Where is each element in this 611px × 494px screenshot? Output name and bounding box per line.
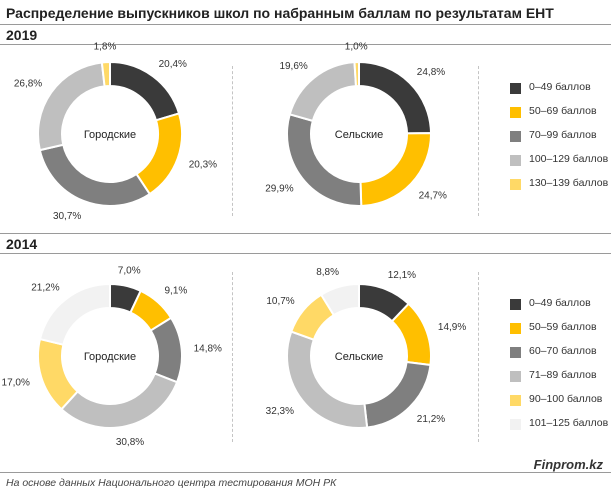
brand-logo-text: Finprom.kz xyxy=(533,457,603,472)
legend-swatch xyxy=(510,107,521,118)
legend-label: 101–125 баллов xyxy=(529,417,609,429)
legend-label: 71–89 баллов xyxy=(529,369,597,381)
legend-label: 100–129 баллов xyxy=(529,153,609,165)
separator-dashed xyxy=(478,272,479,442)
year-label-2014: 2014 xyxy=(6,236,38,252)
slice-label: 14,8% xyxy=(194,343,222,354)
donut-slice xyxy=(286,330,369,429)
separator-dashed xyxy=(478,66,479,216)
legend-swatch xyxy=(510,179,521,190)
source-note: На основе данных Национального центра те… xyxy=(6,477,337,489)
separator-dashed xyxy=(232,66,233,216)
legend-swatch xyxy=(510,347,521,358)
legend-label: 0–49 баллов xyxy=(529,297,591,309)
legend-swatch xyxy=(510,83,521,94)
legend-label: 50–69 баллов xyxy=(529,105,597,117)
slice-label: 21,2% xyxy=(417,414,445,425)
slice-label: 32,3% xyxy=(266,406,294,417)
legend-swatch xyxy=(510,419,521,430)
divider xyxy=(0,233,611,234)
legend-swatch xyxy=(510,323,521,334)
year-label-2019: 2019 xyxy=(6,27,38,43)
slice-label: 19,6% xyxy=(279,61,307,72)
donut-slice xyxy=(38,282,111,346)
slice-label: 20,4% xyxy=(159,59,187,70)
donut-slice xyxy=(319,282,360,317)
slice-label: 30,7% xyxy=(53,211,81,222)
slice-label: 14,9% xyxy=(438,322,466,333)
page-title: Распределение выпускников школ по набран… xyxy=(6,5,554,21)
slice-label: 24,8% xyxy=(417,67,445,78)
legend-swatch xyxy=(510,395,521,406)
slice-label: 24,7% xyxy=(419,190,447,201)
donut-slice xyxy=(60,372,179,429)
donut-chart-2014-rural: 12,1% 14,9% 21,2% 32,3% 10,7% 8,8% Сельские xyxy=(266,267,466,429)
donut-center-label: Сельские xyxy=(335,351,383,363)
legend-label: 130–139 баллов xyxy=(529,177,609,189)
donut-center-label: Городские xyxy=(84,351,136,363)
slice-label: 1,0% xyxy=(345,42,368,53)
slice-label: 21,2% xyxy=(31,282,59,293)
slice-label: 10,7% xyxy=(266,296,294,307)
slice-label: 20,3% xyxy=(189,160,217,171)
legend-label: 90–100 баллов xyxy=(529,393,603,405)
donut-chart-2019-rural: 24,8% 24,7% 29,9% 19,6% 1,0% Сельские xyxy=(265,42,447,207)
slice-label: 29,9% xyxy=(265,184,293,195)
legend-swatch xyxy=(510,155,521,166)
legend-swatch xyxy=(510,371,521,382)
separator-dashed xyxy=(232,272,233,442)
donut-slice xyxy=(353,60,360,88)
slice-label: 7,0% xyxy=(118,266,141,277)
donut-slice xyxy=(135,112,183,196)
legend-label: 0–49 баллов xyxy=(529,81,591,93)
slice-label: 17,0% xyxy=(2,377,30,388)
divider xyxy=(0,44,611,45)
donut-chart-2019-urban: 20,4% 20,3% 30,7% 26,8% 1,8% Городские xyxy=(14,42,217,223)
donut-slice xyxy=(149,316,183,384)
divider xyxy=(0,472,611,473)
donut-center-label: Городские xyxy=(84,129,136,141)
legend-label: 70–99 баллов xyxy=(529,129,597,141)
legend-label: 60–70 баллов xyxy=(529,345,597,357)
donut-slice xyxy=(109,60,181,122)
donut-chart-2014-urban: 7,0% 9,1% 14,8% 30,8% 17,0% 21,2% Городские xyxy=(2,266,223,449)
slice-label: 9,1% xyxy=(165,286,188,297)
slice-label: 26,8% xyxy=(14,79,42,90)
slice-label: 8,8% xyxy=(316,267,339,278)
slice-label: 30,8% xyxy=(116,437,144,448)
slice-label: 12,1% xyxy=(388,270,416,281)
legend-label: 50–59 баллов xyxy=(529,321,597,333)
donut-slice xyxy=(37,337,80,411)
donut-center-label: Сельские xyxy=(335,129,383,141)
divider xyxy=(0,24,611,25)
divider xyxy=(0,253,611,254)
donut-slice xyxy=(38,143,152,207)
slice-label: 1,8% xyxy=(94,42,117,53)
legend-swatch xyxy=(510,299,521,310)
donut-slice xyxy=(100,60,111,88)
legend-swatch xyxy=(510,131,521,142)
